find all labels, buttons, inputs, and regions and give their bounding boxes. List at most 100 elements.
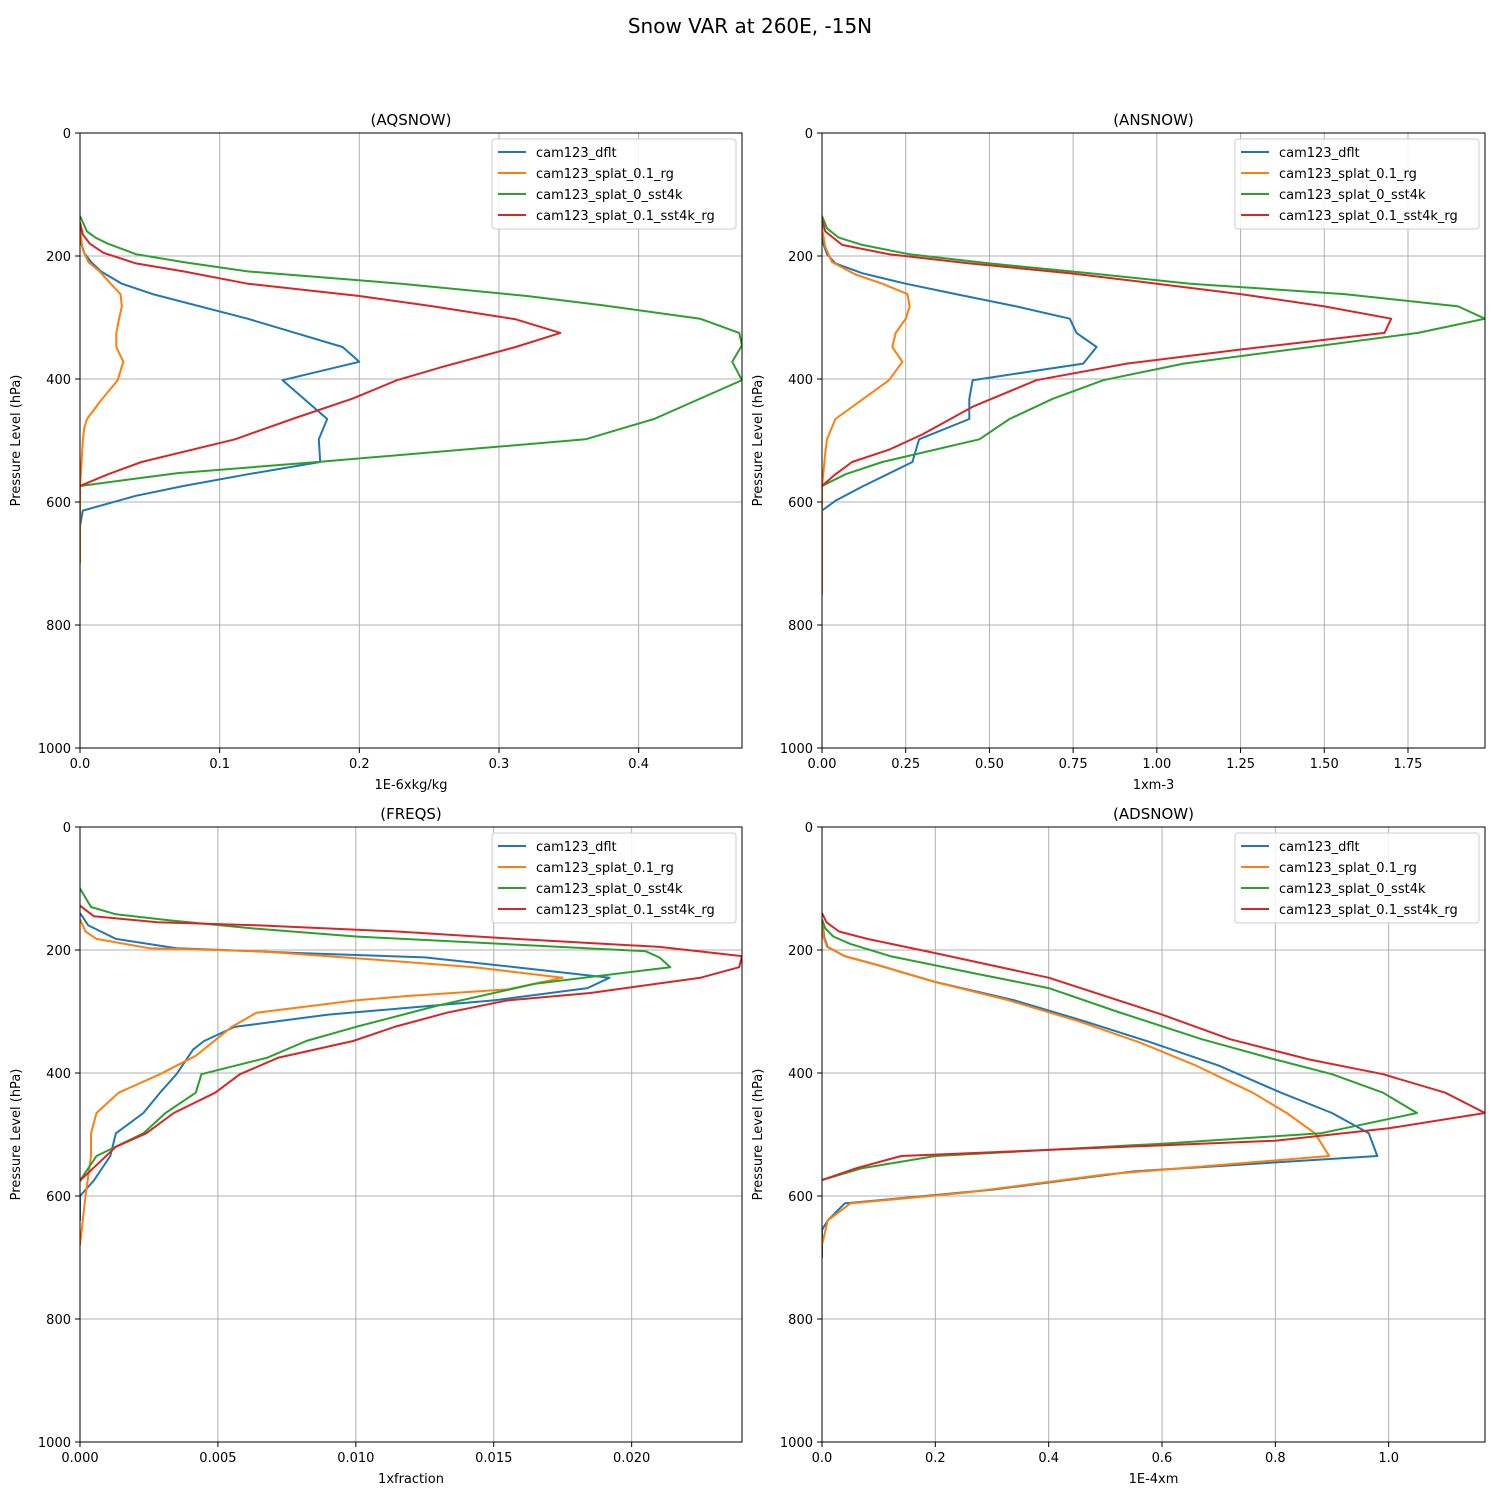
plot-frame [79, 826, 743, 1443]
y-tick-label: 400 [46, 373, 71, 388]
legend-label: cam123_splat_0.1_rg [536, 167, 674, 182]
y-tick-label: 400 [46, 1067, 71, 1082]
x-tick-label: 0.020 [613, 1451, 650, 1466]
x-tick-label: 0.3 [489, 757, 510, 772]
series-line-2 [80, 231, 125, 564]
y-tick-label: 1000 [38, 1436, 71, 1451]
series-line-1 [80, 225, 361, 552]
series-line-2 [822, 228, 911, 595]
x-axis-label: 1xm-3 [1133, 778, 1175, 793]
x-tick-label: 1.75 [1394, 757, 1423, 772]
figure-title: Snow VAR at 260E, -15N [627, 14, 873, 38]
x-tick-label: 0.4 [1038, 1451, 1059, 1466]
y-tick-label: 1000 [780, 1436, 813, 1451]
x-axis-label: 1xfraction [378, 1472, 444, 1487]
series-line-1 [80, 912, 611, 1221]
legend-box [1234, 138, 1480, 230]
y-tick-label: 600 [788, 496, 813, 511]
legend-box [491, 138, 737, 230]
y-tick-label: 0 [805, 127, 813, 142]
x-tick-label: 1.0 [1378, 1451, 1399, 1466]
x-tick-label: 0.010 [337, 1451, 374, 1466]
series-line-3 [822, 918, 1418, 1181]
y-tick-label: 0 [63, 821, 71, 836]
series-line-2 [822, 922, 1331, 1246]
y-tick-label: 0 [805, 821, 813, 836]
series-line-2 [80, 918, 564, 1246]
legend-label: cam123_splat_0_sst4k [1279, 188, 1426, 203]
y-tick-label: 200 [46, 250, 71, 265]
legend-label: cam123_splat_0_sst4k [536, 188, 683, 203]
legend-label: cam123_splat_0.1_sst4k_rg [1279, 903, 1458, 918]
x-tick-label: 1.25 [1226, 757, 1255, 772]
series-line-4 [822, 218, 1393, 487]
y-tick-label: 200 [788, 250, 813, 265]
legend-label: cam123_splat_0.1_sst4k_rg [536, 209, 715, 224]
series-line-3 [80, 887, 672, 1182]
x-tick-label: 0.2 [349, 757, 370, 772]
y-axis-label: Pressure Level (hPa) [751, 1069, 766, 1201]
x-tick-label: 0.0 [812, 1451, 833, 1466]
legend-label: cam123_dflt [1279, 146, 1360, 161]
x-tick-label: 0.00 [808, 757, 837, 772]
plot-frame [821, 826, 1486, 1443]
subplot-title: (ADSNOW) [1113, 805, 1194, 823]
y-axis-label: Pressure Level (hPa) [751, 375, 766, 507]
y-tick-label: 800 [46, 1313, 71, 1328]
y-tick-label: 800 [788, 619, 813, 634]
x-axis-label: 1E-6xkg/kg [374, 778, 447, 793]
subplot-3: 0.000 0.005 0.010 0.015 0.020 0 200 400 600 800 10… [9, 805, 743, 1487]
y-axis-label: Pressure Level (hPa) [9, 1069, 24, 1201]
y-tick-label: 800 [788, 1313, 813, 1328]
legend-label: cam123_splat_0.1_sst4k_rg [1279, 209, 1458, 224]
legend-label: cam123_splat_0.1_rg [1279, 167, 1417, 182]
x-tick-label: 0.000 [61, 1451, 98, 1466]
legend: cam123_dflt cam123_splat_0.1_rg cam123_spl… [1234, 832, 1480, 924]
y-tick-label: 600 [46, 496, 71, 511]
y-tick-label: 400 [788, 373, 813, 388]
y-tick-label: 1000 [38, 742, 71, 757]
y-tick-label: 600 [788, 1190, 813, 1205]
x-tick-label: 0.50 [975, 757, 1004, 772]
y-axis-label: Pressure Level (hPa) [9, 375, 24, 507]
series-line-1 [822, 225, 1098, 564]
subplot-title: (FREQS) [380, 805, 442, 823]
plot-frame [821, 132, 1486, 749]
legend-label: cam123_dflt [536, 840, 617, 855]
y-tick-label: 600 [46, 1190, 71, 1205]
x-axis-label: 1E-4xm [1129, 1472, 1179, 1487]
x-tick-label: 0.25 [891, 757, 920, 772]
legend-label: cam123_splat_0.1_rg [536, 861, 674, 876]
series-line-4 [822, 912, 1485, 1181]
legend-label: cam123_splat_0.1_sst4k_rg [536, 903, 715, 918]
legend-label: cam123_splat_0_sst4k [536, 882, 683, 897]
y-tick-label: 200 [46, 944, 71, 959]
x-tick-label: 1.50 [1310, 757, 1339, 772]
legend-label: cam123_dflt [1279, 840, 1360, 855]
legend: cam123_dflt cam123_splat_0.1_rg cam123_spl… [1234, 138, 1480, 230]
y-tick-label: 1000 [780, 742, 813, 757]
legend-label: cam123_splat_0_sst4k [1279, 882, 1426, 897]
y-tick-label: 400 [788, 1067, 813, 1082]
x-tick-label: 1.00 [1142, 757, 1171, 772]
subplot-4: 0.0 0.2 0.4 0.6 0.8 1.0 0 200 400 600 800 1000 (ADSN… [751, 805, 1486, 1487]
subplot-1: 0.0 0.1 0.2 0.3 0.4 0 200 400 600 800 1000 (AQSNOW)… [9, 111, 743, 793]
subplot-title: (AQSNOW) [371, 111, 452, 129]
x-tick-label: 0.0 [70, 757, 91, 772]
x-tick-label: 0.2 [925, 1451, 946, 1466]
legend: cam123_dflt cam123_splat_0.1_rg cam123_spl… [491, 138, 737, 230]
series-line-4 [80, 221, 562, 487]
series-line-4 [80, 904, 742, 1182]
x-tick-label: 0.75 [1059, 757, 1088, 772]
subplot-2: 0.00 0.25 0.50 0.75 1.00 1.25 1.50 1.75 0 200 400 6… [751, 111, 1486, 793]
y-tick-label: 800 [46, 619, 71, 634]
x-tick-label: 0.8 [1265, 1451, 1286, 1466]
x-tick-label: 0.1 [209, 757, 230, 772]
x-tick-label: 0.005 [199, 1451, 236, 1466]
plot-frame [79, 132, 743, 749]
y-tick-label: 200 [788, 944, 813, 959]
legend-box [491, 832, 737, 924]
legend-label: cam123_dflt [536, 146, 617, 161]
series-line-3 [80, 215, 742, 487]
x-tick-label: 0.6 [1152, 1451, 1173, 1466]
